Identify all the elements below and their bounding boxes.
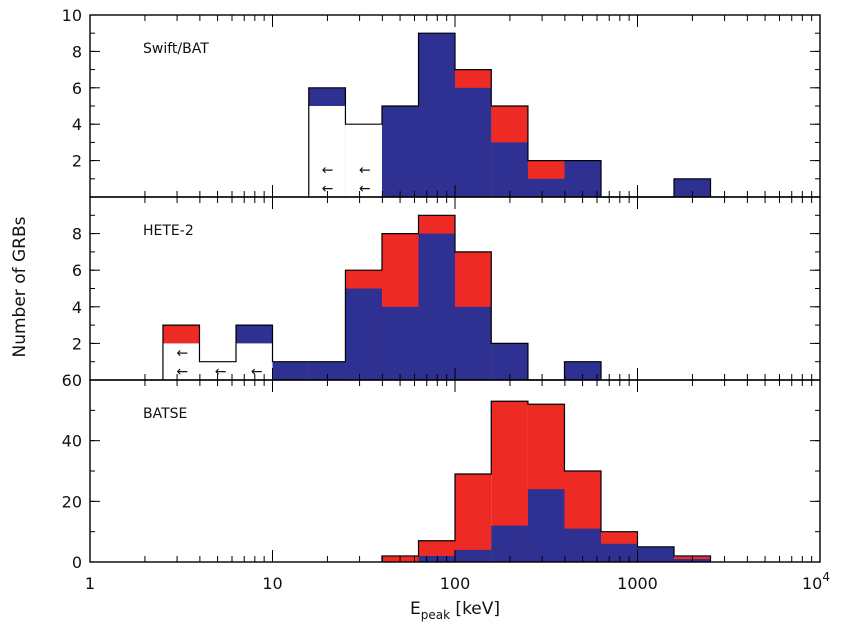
panel-1: ← ← ← ← Swift/BAT 2 4 6 8 10 [62, 6, 821, 198]
upper-limit-arrow: ← [176, 346, 188, 362]
x-tick-label-base: 10 [802, 574, 822, 593]
bar-blue [491, 142, 528, 197]
bar-upper-limit [308, 106, 346, 197]
bar-blue [418, 33, 455, 198]
bar-blue [674, 178, 711, 197]
panels-group: ← ← ← ← Swift/BAT 2 4 6 8 10 ← ← ← ← HETE-2 2 4 6 8 BATSE 0 2… [62, 6, 821, 572]
panel-3: BATSE 0 20 40 60 [62, 371, 821, 572]
y-tick-label: 8 [72, 225, 82, 244]
bar-blue [381, 306, 419, 380]
x-axis-label: Epeak [keV] [410, 599, 500, 622]
upper-limit-arrow: ← [359, 163, 371, 179]
x-tick-label: 100 [440, 574, 471, 593]
y-tick-label: 10 [62, 6, 82, 25]
bar-blue [491, 343, 528, 380]
upper-limit-arrow: ← [251, 364, 263, 380]
x-axis-label-main: E [410, 599, 421, 619]
x-tick-label: 1000 [617, 574, 658, 593]
bar-blue [418, 233, 455, 380]
y-axis-label: Number of GRBs [10, 216, 30, 357]
bar-blue [455, 549, 492, 562]
upper-limit-arrow: ← [322, 163, 334, 179]
bar-blue [564, 361, 602, 380]
upper-limit-arrow: ← [215, 364, 227, 380]
y-tick-label: 8 [72, 42, 82, 61]
bar-blue [272, 361, 309, 380]
x-tick-label-exp: 4 [822, 570, 830, 584]
x-tick-label: 10 [262, 574, 282, 593]
histogram-outline [381, 400, 712, 562]
y-tick-label: 2 [72, 152, 82, 171]
upper-limit-arrow: ← [176, 364, 188, 380]
bar-blue [381, 106, 419, 197]
bar-blue [345, 288, 382, 380]
bar-blue [308, 361, 346, 380]
bar-blue [455, 87, 492, 197]
bar-upper-limit [162, 343, 200, 380]
bar-blue [564, 160, 602, 197]
bar-blue [601, 543, 638, 562]
bar-upper-limit [199, 361, 237, 380]
bar-blue [455, 306, 492, 380]
bar-red [455, 474, 492, 562]
panel-2: ← ← ← ← HETE-2 2 4 6 8 [72, 196, 821, 381]
bar-blue [637, 546, 675, 562]
y-tick-label: 6 [72, 261, 82, 280]
x-axis-label-unit: [keV] [450, 599, 500, 619]
upper-limit-arrow: ← [322, 181, 334, 197]
bar-upper-limit [345, 124, 382, 197]
bar-blue [491, 525, 528, 562]
upper-limit-arrow: ← [359, 181, 371, 197]
y-tick-label: 6 [72, 79, 82, 98]
x-tick-label-last: 104 [802, 570, 830, 593]
bar-upper-limit [236, 343, 273, 380]
y-tick-label: 20 [62, 492, 82, 511]
x-axis: 1 10 100 1000 104 [85, 570, 830, 593]
bar-blue [418, 555, 455, 562]
panel-label: Swift/BAT [143, 41, 209, 57]
y-tick-label: 4 [72, 115, 82, 134]
y-tick-label: 40 [62, 432, 82, 451]
bar-blue [527, 489, 565, 562]
y-tick-label: 0 [72, 553, 82, 572]
bar-blue [527, 178, 565, 197]
x-tick-label: 1 [85, 574, 95, 593]
y-tick-label: 4 [72, 298, 82, 317]
panel-label: BATSE [143, 406, 187, 422]
panel-label: HETE-2 [143, 223, 194, 239]
x-axis-label-sub: peak [421, 608, 450, 622]
y-tick-label: 2 [72, 334, 82, 353]
y-tick-label: 60 [62, 371, 82, 390]
